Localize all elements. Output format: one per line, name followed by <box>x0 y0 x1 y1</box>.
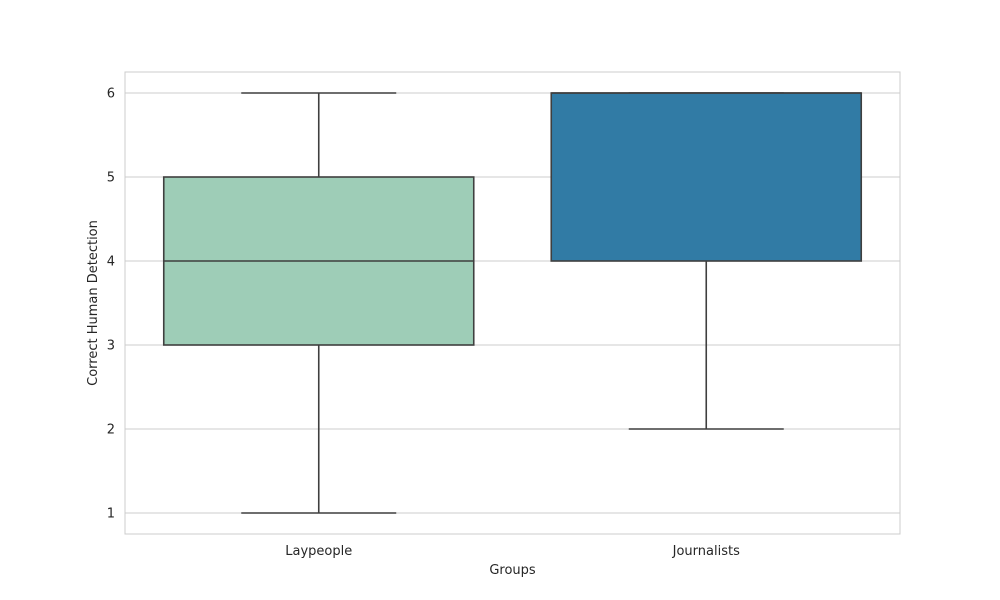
box-laypeople <box>162 92 475 514</box>
y-tick-label: 4 <box>107 255 115 270</box>
y-axis-title: Correct Human Detection <box>86 220 101 386</box>
y-tick-label: 6 <box>107 87 115 102</box>
y-tick-label: 5 <box>107 171 115 186</box>
y-tick-labels: 1 2 3 4 5 6 <box>107 87 115 522</box>
y-tick-label: 3 <box>107 339 115 354</box>
x-tick-label: Journalists <box>672 544 740 559</box>
y-tick-label: 1 <box>107 507 115 522</box>
x-tick-labels: Laypeople Journalists <box>285 544 740 559</box>
y-tick-label: 2 <box>107 423 115 438</box>
box-journalists <box>550 92 863 430</box>
x-axis-title: Groups <box>489 563 536 578</box>
boxes <box>162 92 863 514</box>
x-tick-label: Laypeople <box>285 544 352 559</box>
iqr-box <box>550 92 863 262</box>
plot-frame <box>124 71 901 535</box>
